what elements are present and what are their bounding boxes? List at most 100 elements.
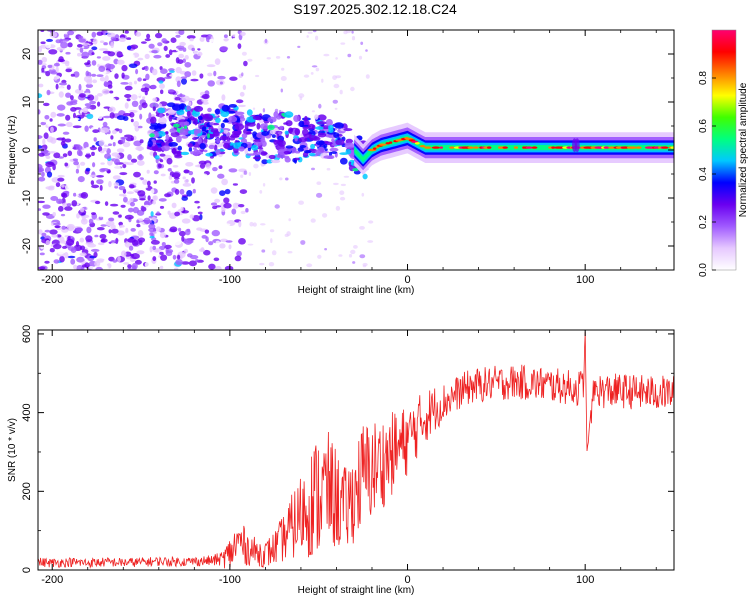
heatmap-cell xyxy=(44,260,50,264)
heatmap-cell xyxy=(239,91,245,97)
heatmap-cell xyxy=(337,137,341,141)
heatmap-cell xyxy=(158,116,167,125)
heatmap-cell xyxy=(306,35,309,38)
heatmap-cell xyxy=(119,224,125,228)
heatmap-cell xyxy=(243,170,248,175)
heatmap-cell xyxy=(53,152,61,159)
heatmap-cell xyxy=(130,158,138,163)
heatmap-cell xyxy=(190,151,197,155)
heatmap-cell xyxy=(141,206,147,212)
heatmap-cell xyxy=(43,132,49,139)
heatmap-cell xyxy=(330,151,338,155)
heatmap-cell xyxy=(134,178,141,182)
heatmap-cell xyxy=(42,138,46,146)
heatmap-cell xyxy=(146,33,151,39)
heatmap-cell xyxy=(132,265,137,270)
heatmap-cell xyxy=(199,163,206,169)
heatmap-cell xyxy=(197,137,202,145)
heatmap-cell xyxy=(189,37,194,42)
heatmap-cell xyxy=(56,227,62,231)
heatmap-cell xyxy=(360,41,364,45)
heatmap-cell xyxy=(165,134,170,141)
snr-xtick-label: -200 xyxy=(41,574,63,586)
heatmap-cell xyxy=(84,125,89,132)
heatmap-cell xyxy=(173,179,180,184)
heatmap-cell xyxy=(128,184,135,189)
heatmap-cell xyxy=(245,208,249,213)
heatmap-cell xyxy=(150,188,155,194)
heatmap-cell xyxy=(139,198,146,201)
heatmap-cell xyxy=(335,138,345,146)
heatmap-cell xyxy=(316,121,327,125)
heatmap-cell xyxy=(294,137,298,142)
heatmap-cell xyxy=(42,204,51,209)
heatmap-cell xyxy=(232,183,238,186)
heatmap-cell xyxy=(46,89,51,96)
heatmap-cell xyxy=(261,131,270,136)
heatmap-cell xyxy=(87,94,95,101)
heatmap-cell xyxy=(147,180,151,187)
heatmap-cell xyxy=(58,192,62,197)
heatmap-cell xyxy=(104,153,112,159)
heatmap-cell xyxy=(97,242,105,246)
heatmap-cell xyxy=(213,70,217,77)
heatmap-cell xyxy=(83,75,93,83)
heatmap-cell xyxy=(98,65,106,72)
heatmap-cell xyxy=(46,38,53,42)
heatmap-cell xyxy=(287,251,293,254)
heatmap-cell xyxy=(186,35,196,40)
heatmap-cell xyxy=(353,245,358,249)
heatmap-cell xyxy=(100,238,108,243)
heatmap-cell xyxy=(67,42,73,48)
heatmap-cell xyxy=(216,137,221,144)
heatmap-cell xyxy=(159,265,164,270)
heatmap-cell xyxy=(198,173,208,178)
heatmap-cell xyxy=(201,126,207,132)
heatmap-cell xyxy=(192,137,198,141)
heatmap-cell xyxy=(41,232,47,237)
heatmap-cell xyxy=(264,38,268,44)
heatmap-cell xyxy=(137,190,146,197)
heatmap-cell xyxy=(216,254,221,258)
heatmap-cell xyxy=(449,146,455,149)
heatmap-cell xyxy=(111,228,119,234)
heatmap-cell xyxy=(199,36,205,42)
heatmap-cell xyxy=(67,142,75,149)
heatmap-cell xyxy=(110,41,115,49)
heatmap-cell xyxy=(285,177,289,181)
heatmap-cell xyxy=(260,138,266,143)
heatmap-cell xyxy=(78,150,83,157)
heatmap-cell xyxy=(133,121,140,128)
snr-ticks: -200 -100 0 100 0 200 400 600 xyxy=(21,325,674,586)
heatmap-cell xyxy=(473,146,479,149)
heatmap-cell xyxy=(121,72,125,79)
heatmap-cell xyxy=(175,34,181,38)
heatmap-cell xyxy=(113,30,120,34)
heatmap-cell xyxy=(188,171,194,176)
heatmap-cell xyxy=(99,234,107,239)
heatmap-cell xyxy=(248,172,252,176)
heatmap-cell xyxy=(50,222,55,226)
heatmap-cell xyxy=(120,204,126,208)
heatmap-cell xyxy=(53,76,58,81)
heatmap-cell xyxy=(293,135,299,140)
heatmap-cell xyxy=(240,210,246,215)
heatmap-cell xyxy=(130,44,139,50)
heatmap-cell xyxy=(286,56,291,59)
heatmap-cell xyxy=(67,30,75,36)
heatmap-cell xyxy=(122,116,129,121)
heatmap-cell xyxy=(224,265,234,270)
heatmap-cell xyxy=(212,205,218,210)
snr-xtick-label: -100 xyxy=(219,574,241,586)
heatmap-cell xyxy=(271,134,276,139)
heatmap-cell xyxy=(135,68,139,75)
heatmap-cell xyxy=(298,200,304,205)
heatmap-cell xyxy=(208,144,215,150)
heatmap-cell xyxy=(91,184,100,189)
heatmap-cell xyxy=(174,267,179,270)
heatmap-cell xyxy=(112,142,116,147)
heatmap-cell xyxy=(83,141,89,149)
heatmap-cell xyxy=(621,146,630,149)
heatmap-cell xyxy=(170,55,177,62)
spectrogram-xtick-label: -200 xyxy=(41,274,63,286)
